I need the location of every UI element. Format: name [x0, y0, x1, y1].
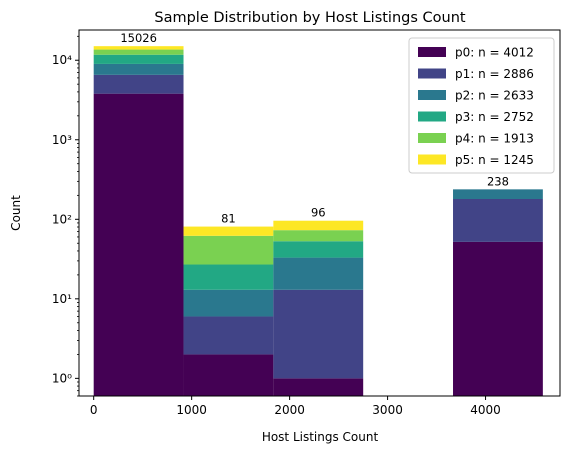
bar-segment: [183, 235, 274, 265]
legend-label: p1: n = 2886: [455, 67, 534, 81]
legend-label: p3: n = 2752: [455, 110, 534, 124]
x-tick-label: 1000: [176, 403, 207, 417]
legend-label: p5: n = 1245: [455, 153, 534, 167]
x-tick-label: 3000: [372, 403, 403, 417]
bar-total-label: 96: [311, 206, 326, 220]
y-axis-label: Count: [9, 195, 23, 231]
x-tick-label: 2000: [274, 403, 305, 417]
legend-swatch: [418, 154, 446, 165]
bar-total-label: 238: [487, 174, 509, 188]
y-tick-label: 10⁰: [52, 371, 72, 385]
legend-swatch: [418, 111, 446, 122]
bar-segment: [273, 230, 364, 242]
x-tick-label: 0: [90, 403, 98, 417]
bar-segment: [93, 74, 184, 94]
legend-swatch: [418, 68, 446, 79]
bar-segment: [183, 226, 274, 236]
bar-segment: [93, 54, 184, 64]
bar-segment: [453, 199, 543, 242]
y-tick-label: 10²: [52, 212, 72, 226]
bar-total-label: 15026: [120, 31, 157, 45]
bar-segment: [93, 93, 184, 396]
legend-swatch: [418, 133, 446, 143]
bar-segment: [183, 316, 274, 355]
bar-segment: [183, 354, 274, 396]
legend-swatch: [418, 90, 446, 100]
bar-segment: [93, 46, 184, 50]
y-tick-label: 10³: [52, 133, 72, 147]
y-axis: 10⁰ 10¹ 10² 10³ 10⁴: [52, 35, 79, 397]
bar-segment: [93, 63, 184, 75]
legend-label: p2: n = 2633: [455, 89, 534, 103]
legend-swatch: [418, 47, 446, 57]
bar-segment: [273, 257, 364, 290]
legend-label: p0: n = 4012: [455, 46, 534, 60]
bar-segment: [453, 189, 543, 199]
plot-frame: [78, 29, 561, 397]
bar-segment: [93, 49, 184, 55]
legend: p0: n = 4012 p1: n = 2886 p2: n = 2633 p3: …: [408, 37, 555, 174]
bars-layer: [93, 46, 543, 396]
y-tick-label: 10⁴: [52, 53, 72, 67]
bar-segment: [183, 264, 274, 290]
y-tick-label: 10¹: [52, 292, 72, 306]
x-axis: 0 1000 2000 3000 4000: [90, 396, 501, 417]
bar-segment: [273, 378, 364, 396]
bar-total-label: 81: [221, 212, 236, 226]
legend-label: p4: n = 1913: [455, 132, 534, 146]
bar-segment: [273, 289, 364, 379]
x-tick-label: 4000: [470, 403, 501, 417]
bar-segment: [453, 241, 543, 396]
x-axis-label: Host Listings Count: [262, 430, 379, 444]
bar-totals: 15026 81 96 238: [120, 31, 509, 225]
chart-title: Sample Distribution by Host Listings Cou…: [154, 10, 466, 26]
bar-segment: [273, 241, 364, 258]
bar-segment: [273, 220, 364, 231]
bar-segment: [183, 289, 274, 317]
